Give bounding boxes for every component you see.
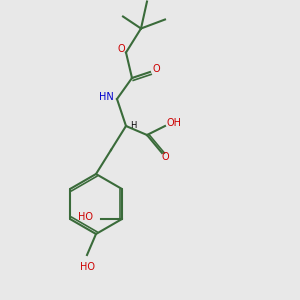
Text: H: H — [130, 122, 137, 130]
Text: HO: HO — [80, 262, 94, 272]
Text: O: O — [118, 44, 125, 55]
Text: O: O — [161, 152, 169, 163]
Text: O: O — [152, 64, 160, 74]
Text: HO: HO — [79, 212, 94, 223]
Text: OH: OH — [167, 118, 182, 128]
Text: HN: HN — [99, 92, 114, 103]
